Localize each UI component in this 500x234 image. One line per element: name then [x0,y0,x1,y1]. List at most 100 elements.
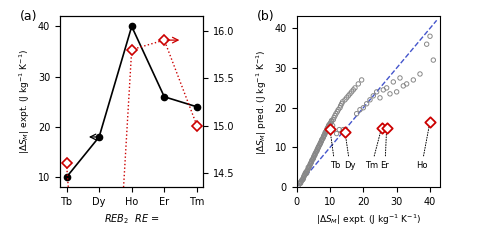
Point [318,137,326,141]
Text: Tm: Tm [365,130,381,170]
Text: Er: Er [380,130,390,170]
Point [392,90,400,94]
Point [312,150,320,154]
Point [336,104,344,108]
Point [382,126,390,129]
Point [390,80,398,84]
Point [297,180,305,183]
Point [323,128,331,132]
Point [410,78,418,82]
Point [308,161,316,165]
Point [300,174,308,178]
Point [340,128,347,132]
Point [311,153,319,157]
Point [380,88,388,92]
Point [400,84,407,88]
Point [324,126,332,129]
Point [302,172,310,175]
Point [320,134,328,137]
Point [372,90,380,94]
Point [326,127,334,131]
Point [330,116,338,120]
Point [356,108,364,112]
Point [314,146,322,149]
Point [298,179,306,183]
Y-axis label: |$\Delta S_M$| expt. (J kg$^{-1}$ K$^{-1}$): |$\Delta S_M$| expt. (J kg$^{-1}$ K$^{-1… [18,49,32,154]
Point [362,102,370,106]
Point [326,128,334,132]
Point [358,78,366,82]
Point [402,82,410,86]
Point [306,165,314,168]
Point [322,131,330,134]
Point [376,96,384,100]
Point [322,129,330,133]
Point [308,158,316,162]
Point [299,177,307,181]
Point [318,139,326,142]
Point [318,140,326,143]
Point [304,168,312,171]
Point [426,120,434,124]
Point [310,154,318,158]
X-axis label: $REB_2$  $RE$ =: $REB_2$ $RE$ = [104,212,160,226]
Point [320,133,328,137]
Text: Tb: Tb [330,132,340,170]
Point [318,138,326,141]
Point [336,128,344,132]
Point [328,124,336,128]
Point [300,173,308,177]
Point [338,102,345,106]
Point [314,148,322,151]
Point [382,86,390,90]
Point [360,106,368,110]
Point [346,92,354,96]
Point [320,135,328,138]
Point [316,141,324,145]
Point [350,88,358,92]
Point [308,160,316,163]
Point [332,112,340,116]
Point [341,130,349,133]
Point [306,161,314,165]
Y-axis label: |$\Delta S_M$| pred. (J kg$^{-1}$ K$^{-1}$): |$\Delta S_M$| pred. (J kg$^{-1}$ K$^{-1… [254,49,269,155]
Point [334,108,342,112]
Text: (b): (b) [256,10,274,22]
Point [308,157,316,161]
Point [316,143,324,146]
Point [334,110,342,113]
Point [326,123,334,126]
Point [301,173,309,176]
Point [310,157,318,161]
Point [422,42,430,46]
Point [326,122,334,125]
Point [296,181,304,185]
Point [304,166,312,170]
Point [396,76,404,80]
Point [386,92,394,96]
Point [294,184,302,187]
Point [312,150,320,153]
Point [300,177,308,180]
Text: (a): (a) [20,10,38,22]
Point [338,100,346,104]
Point [298,178,306,182]
Point [326,121,334,125]
Point [341,98,349,102]
Point [314,146,322,150]
Point [300,176,308,179]
Point [310,156,318,159]
Point [302,172,310,175]
Point [426,34,434,38]
Point [328,119,336,122]
Point [296,182,304,186]
Point [324,124,332,128]
Point [352,112,360,116]
X-axis label: |$\Delta S_M$| expt. (J kg$^{-1}$ K$^{-1}$): |$\Delta S_M$| expt. (J kg$^{-1}$ K$^{-1… [316,212,421,227]
Point [354,82,362,86]
Point [322,130,330,133]
Point [310,154,318,157]
Point [416,72,424,76]
Point [320,136,328,139]
Point [324,125,332,129]
